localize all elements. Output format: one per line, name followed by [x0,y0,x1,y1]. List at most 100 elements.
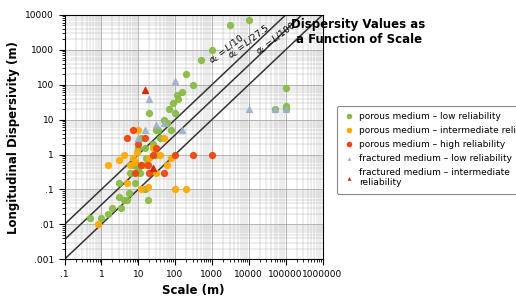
Point [124,190,133,195]
Point [133,149,141,154]
Legend: porous medium – low reliability, porous medium – intermediate reliability, porou: porous medium – low reliability, porous … [337,106,516,194]
Point [145,156,153,160]
Point [117,205,125,210]
Point [171,111,179,116]
Y-axis label: Longitudinal Dispersivity (m): Longitudinal Dispersivity (m) [7,41,20,234]
Point [171,187,179,192]
Point [140,128,149,133]
Point [143,184,152,189]
Point [143,163,152,167]
Point [128,128,137,133]
Point [167,156,175,160]
Point [86,216,94,221]
Point [140,136,149,140]
Point [115,158,123,162]
Text: $\alpha_L = L/27.5$: $\alpha_L = L/27.5$ [225,22,272,62]
Point [126,163,134,167]
Point [138,163,147,167]
Point [136,170,144,175]
Point [149,152,157,157]
Point [131,181,139,186]
Point [104,163,112,167]
Point [178,90,186,95]
Point [126,170,134,175]
Point [140,163,149,167]
Point [160,117,168,122]
Point [171,78,179,83]
Point [171,152,179,157]
Point [182,72,190,77]
Point [160,136,168,140]
Point [140,88,149,92]
Point [115,181,123,186]
Point [270,107,279,111]
Point [133,163,141,167]
Point [123,181,131,186]
Point [282,107,290,111]
Point [182,187,190,192]
Point [245,18,253,23]
Point [163,163,171,167]
Point [94,222,102,227]
Point [197,58,205,63]
Point [131,160,139,165]
Point [282,103,290,108]
Point [140,187,149,192]
Point [152,152,160,157]
Text: $\alpha_L = L/100$: $\alpha_L = L/100$ [253,19,299,58]
Point [163,121,171,125]
Point [140,146,149,151]
Point [141,156,150,160]
Point [108,205,117,210]
X-axis label: Scale (m): Scale (m) [162,284,225,297]
Point [152,146,160,151]
Point [172,93,181,98]
Text: Dispersity Values as
a Function of Scale: Dispersity Values as a Function of Scale [292,18,426,46]
Point [131,170,139,175]
Point [188,152,197,157]
Point [165,107,173,111]
Point [97,216,105,221]
Point [160,170,168,175]
Point [156,152,165,157]
Point [282,107,290,111]
Point [208,47,216,52]
Point [270,107,279,111]
Point [152,170,160,175]
Point [137,187,146,192]
Point [134,146,142,151]
Point [134,136,142,140]
Point [156,136,165,140]
Point [134,128,142,133]
Text: $\alpha_L = L/10$: $\alpha_L = L/10$ [206,32,247,67]
Point [225,23,234,28]
Point [123,198,131,202]
Point [119,152,127,157]
Point [149,146,157,151]
Point [137,136,146,140]
Point [167,128,175,133]
Point [115,195,123,200]
Point [154,128,163,133]
Point [123,136,131,140]
Point [245,107,253,111]
Point [208,152,216,157]
Point [282,86,290,91]
Point [160,121,168,125]
Point [149,142,157,146]
Point [149,166,157,171]
Point [137,163,146,167]
Point [128,156,137,160]
Point [145,96,153,101]
Point [174,96,182,101]
Point [104,212,112,216]
Point [134,142,142,146]
Point [119,198,127,202]
Point [134,166,142,171]
Point [188,82,197,87]
Point [128,163,137,167]
Point [143,198,152,202]
Point [152,128,160,133]
Point [145,111,153,116]
Point [178,128,186,133]
